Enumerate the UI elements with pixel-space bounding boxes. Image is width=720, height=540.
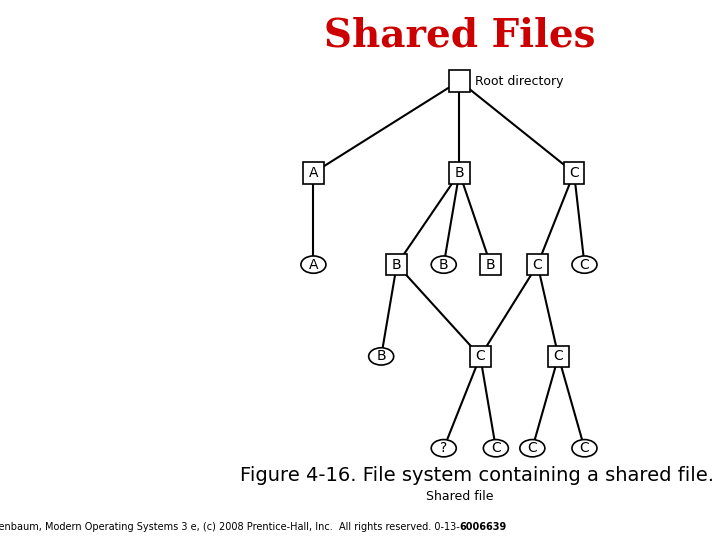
Text: C: C	[580, 258, 590, 272]
Text: C: C	[570, 166, 579, 180]
Text: Shared file: Shared file	[426, 490, 493, 503]
FancyBboxPatch shape	[480, 254, 501, 275]
Text: Shared Files: Shared Files	[323, 16, 595, 54]
FancyBboxPatch shape	[527, 254, 548, 275]
Ellipse shape	[520, 440, 545, 457]
Text: A: A	[309, 166, 318, 180]
Text: C: C	[528, 441, 537, 455]
Ellipse shape	[301, 256, 326, 273]
Ellipse shape	[483, 440, 508, 457]
FancyBboxPatch shape	[470, 346, 490, 367]
Ellipse shape	[572, 256, 597, 273]
FancyBboxPatch shape	[449, 70, 470, 92]
Text: C: C	[491, 441, 500, 455]
Ellipse shape	[431, 440, 456, 457]
Text: ?: ?	[440, 441, 447, 455]
Text: B: B	[486, 258, 495, 272]
FancyBboxPatch shape	[449, 162, 470, 184]
Text: C: C	[554, 349, 563, 363]
Text: Root directory: Root directory	[475, 75, 564, 87]
Text: B: B	[454, 166, 464, 180]
Text: Figure 4-16. File system containing a shared file.: Figure 4-16. File system containing a sh…	[240, 465, 714, 485]
Text: C: C	[533, 258, 542, 272]
Text: B: B	[392, 258, 402, 272]
Text: C: C	[580, 441, 590, 455]
Text: Tanenbaum, Modern Operating Systems 3 e, (c) 2008 Prentice-Hall, Inc.  All right: Tanenbaum, Modern Operating Systems 3 e,…	[0, 522, 459, 532]
Text: B: B	[377, 349, 386, 363]
FancyBboxPatch shape	[564, 162, 585, 184]
FancyBboxPatch shape	[548, 346, 569, 367]
Ellipse shape	[431, 256, 456, 273]
FancyBboxPatch shape	[303, 162, 324, 184]
Text: 6006639: 6006639	[459, 522, 507, 532]
Ellipse shape	[369, 348, 394, 365]
Ellipse shape	[572, 440, 597, 457]
Text: A: A	[309, 258, 318, 272]
Text: B: B	[439, 258, 449, 272]
Text: C: C	[475, 349, 485, 363]
FancyBboxPatch shape	[387, 254, 408, 275]
